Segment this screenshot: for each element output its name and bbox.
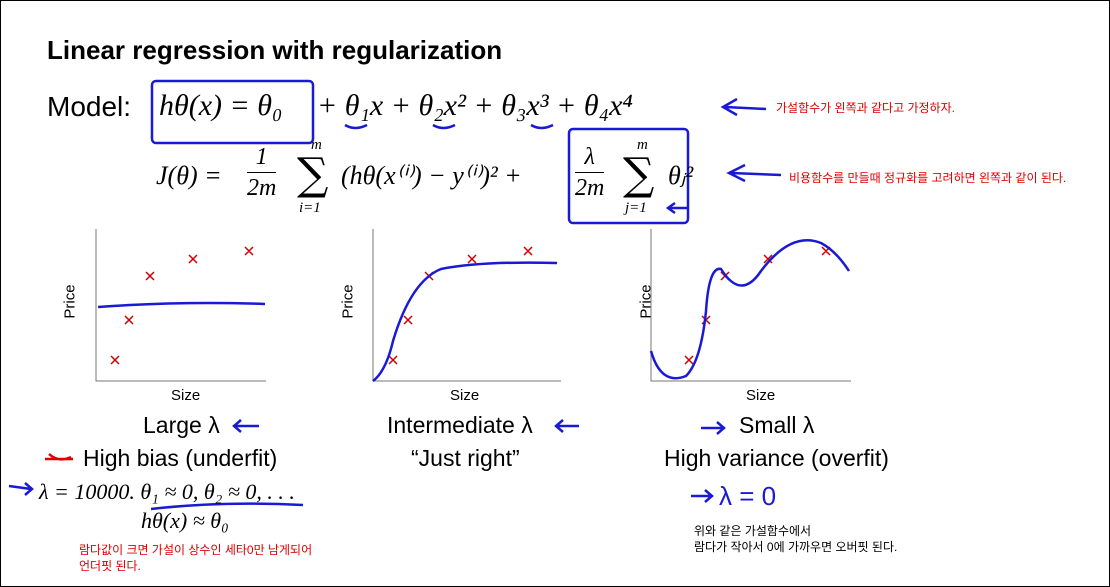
- numerator: 1: [247, 142, 277, 173]
- fraction: λ 2m: [575, 142, 605, 203]
- sum-symbol: ∑: [623, 149, 655, 200]
- y-axis-label: Price: [61, 284, 79, 319]
- arrow: [232, 419, 259, 433]
- sum-bottom: j=1: [625, 200, 647, 216]
- x-axis-label: Size: [746, 387, 776, 404]
- denominator: 2m: [247, 175, 277, 201]
- y-axis-label: Price: [637, 284, 655, 319]
- arrow: [8, 482, 34, 496]
- arrow: [726, 163, 782, 183]
- arrow: [701, 421, 726, 435]
- sum-top: m: [637, 137, 648, 153]
- box-regularizer: [567, 127, 690, 225]
- model-formula-boxed: hθ(x) = θ₀: [159, 89, 283, 122]
- plot-caption: Intermediate λ: [387, 412, 533, 438]
- plot-caption: Small λ: [739, 412, 815, 438]
- plot-description: High bias (underfit): [83, 445, 278, 471]
- fit-curves: [97, 238, 851, 382]
- small-lambda-note: 위와 같은 가설함수에서: [694, 524, 812, 538]
- large-lambda-note: 람다값이 크면 가설이 상수인 세타0만 남게되어: [79, 543, 313, 557]
- underline: [150, 502, 304, 511]
- arrow: [720, 97, 767, 117]
- cost-lhs: J(θ) =: [156, 161, 222, 190]
- slide-title: Linear regression with regularization: [47, 35, 503, 65]
- sum-top: m: [311, 137, 322, 153]
- model-note: 가설함수가 왼쪽과 같다고 가정하자.: [776, 101, 955, 115]
- cost-note: 비용함수를 만들때 정규화를 고려하면 왼쪽과 같이 된다.: [789, 171, 1067, 185]
- sum-bottom: i=1: [299, 200, 321, 216]
- large-lambda-note: 언더핏 된다.: [79, 559, 141, 573]
- cost-term: (hθ(x⁽ⁱ⁾) − y⁽ⁱ⁾)² +: [341, 161, 522, 190]
- arrow: [554, 419, 579, 433]
- underlines: [344, 123, 554, 130]
- axes: [95, 229, 851, 382]
- model-formula: + θ₁x + θ₂x² + θ₃x³ + θ₄x⁴: [317, 89, 633, 122]
- sum-symbol: ∑: [297, 149, 329, 200]
- large-lambda-result: hθ(x) ≈ θ₀: [141, 508, 229, 533]
- regularizer-term: θⱼ²: [668, 161, 694, 190]
- box-model: [150, 79, 315, 145]
- plot-caption: Large λ: [143, 412, 220, 438]
- model-label: Model:: [47, 91, 132, 122]
- arrow: [691, 489, 714, 503]
- annotations: [8, 79, 782, 511]
- y-axis-label: Price: [339, 284, 357, 319]
- denominator: 2m: [575, 175, 605, 201]
- x-axis-label: Size: [450, 387, 480, 404]
- numerator: λ: [575, 142, 605, 173]
- plot-description: “Just right”: [411, 445, 520, 471]
- x-axis-label: Size: [171, 387, 201, 404]
- small-lambda-handwritten: λ = 0: [719, 481, 777, 511]
- arrow: [665, 201, 687, 215]
- plot-description: High variance (overfit): [664, 445, 889, 471]
- arrow: [45, 453, 73, 461]
- fraction: 1 2m: [247, 142, 277, 203]
- small-lambda-note: 람다가 작아서 0에 가까우면 오버핏 된다.: [694, 540, 898, 554]
- large-lambda-example: λ = 10000. θ₁ ≈ 0, θ₂ ≈ 0, . . .: [39, 479, 295, 504]
